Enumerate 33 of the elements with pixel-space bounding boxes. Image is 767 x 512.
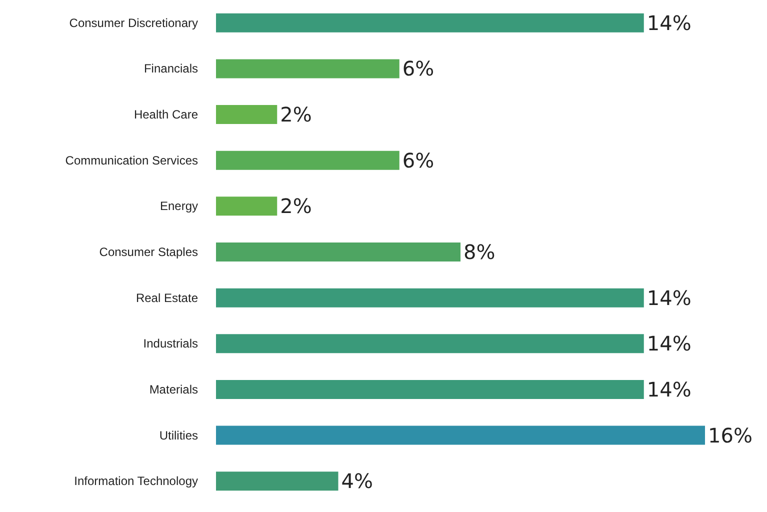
bar: [216, 196, 278, 216]
data-label: 2%: [280, 102, 312, 127]
data-label: 2%: [280, 194, 312, 218]
data-label: 14%: [646, 286, 692, 310]
bar: [216, 334, 644, 354]
bar: [216, 105, 278, 124]
bar: [216, 288, 644, 308]
y-tick-label: Real Estate: [136, 290, 198, 305]
y-tick-label: Energy: [160, 199, 198, 214]
data-label: 8%: [464, 240, 496, 264]
y-tick-label: Health Care: [134, 108, 198, 122]
y-tick-label: Industrials: [143, 336, 198, 351]
y-tick-label: Information Technology: [74, 474, 198, 488]
y-tick-label: Materials: [149, 382, 198, 396]
y-tick-label: Utilities: [159, 428, 198, 442]
bar: [216, 380, 644, 399]
data-label: 14%: [646, 377, 692, 402]
bar: [216, 242, 460, 262]
data-label: 16%: [708, 423, 752, 448]
bar: [216, 59, 400, 78]
bar: [216, 426, 705, 445]
data-label: 4%: [341, 469, 373, 494]
y-tick-label: Consumer Staples: [99, 245, 198, 259]
data-label: 6%: [402, 148, 434, 172]
data-label: 14%: [646, 332, 692, 356]
bar: [216, 472, 338, 491]
y-tick-label: Communication Services: [65, 153, 198, 168]
y-tick-label: Consumer Discretionary: [69, 16, 198, 30]
bar: [216, 150, 400, 170]
data-label: 6%: [402, 56, 434, 81]
data-label: 14%: [646, 10, 692, 35]
bar: [216, 13, 644, 32]
y-tick-label: Financials: [144, 62, 198, 76]
